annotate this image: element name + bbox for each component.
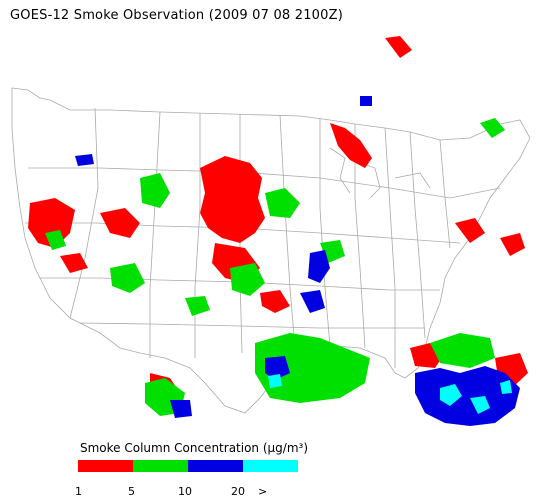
smoke-green xyxy=(45,118,505,416)
smoke-blue xyxy=(75,96,520,426)
tick-label: > xyxy=(258,485,268,498)
smoke-cyan xyxy=(268,374,512,414)
tick-label: 20 xyxy=(231,485,245,498)
tick-label: 10 xyxy=(178,485,192,498)
tick-label: 1 xyxy=(75,485,82,498)
map-title: GOES-12 Smoke Observation (2009 07 08 21… xyxy=(10,8,343,23)
tick-label: 5 xyxy=(128,485,135,498)
color-scale xyxy=(78,460,298,472)
color-swatch-2 xyxy=(133,460,188,472)
color-swatch-4 xyxy=(243,460,298,472)
legend-title: Smoke Column Concentration (µg/m³) xyxy=(80,441,308,455)
color-swatch-1 xyxy=(78,460,133,472)
smoke-map xyxy=(11,36,531,426)
color-swatch-3 xyxy=(188,460,243,472)
